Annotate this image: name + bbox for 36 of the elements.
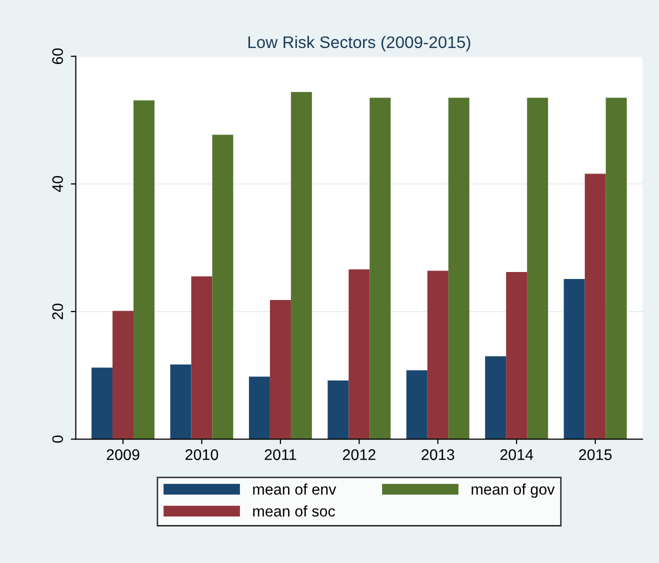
y-tick-label: 20 bbox=[52, 304, 64, 320]
bar bbox=[606, 98, 627, 440]
bar bbox=[506, 272, 528, 440]
bar bbox=[584, 174, 606, 440]
y-tick-label: 60 bbox=[52, 48, 64, 64]
bar bbox=[248, 376, 270, 440]
x-tick-label: 2012 bbox=[342, 449, 376, 460]
bar bbox=[290, 92, 312, 440]
bar bbox=[92, 368, 113, 440]
bar bbox=[328, 380, 349, 440]
bar bbox=[348, 269, 370, 440]
y-tick-label: 40 bbox=[52, 176, 64, 192]
bar bbox=[427, 270, 448, 440]
bar bbox=[485, 356, 506, 440]
bar bbox=[170, 364, 192, 440]
legend-label: mean of gov bbox=[472, 484, 555, 498]
legend-label: mean of env bbox=[253, 484, 336, 495]
bar bbox=[191, 276, 212, 440]
y-tick-label: 0 bbox=[52, 435, 64, 443]
chart-title: Low Risk Sectors (2009-2015) bbox=[248, 36, 470, 52]
bar bbox=[134, 100, 154, 440]
bar bbox=[112, 310, 134, 440]
x-tick-label: 2009 bbox=[106, 449, 140, 460]
bar bbox=[448, 98, 470, 440]
bar bbox=[370, 98, 391, 440]
x-tick-label: 2013 bbox=[422, 449, 454, 460]
x-tick-label: 2015 bbox=[579, 449, 612, 460]
x-tick-label: 2010 bbox=[186, 449, 218, 460]
bar bbox=[270, 300, 291, 440]
bar bbox=[564, 278, 585, 440]
bar bbox=[212, 134, 234, 440]
legend-label: mean of soc bbox=[253, 505, 335, 517]
bar bbox=[527, 98, 548, 440]
x-tick-label: 2014 bbox=[500, 449, 534, 460]
x-tick-label: 2011 bbox=[264, 449, 296, 460]
bar bbox=[406, 370, 428, 440]
